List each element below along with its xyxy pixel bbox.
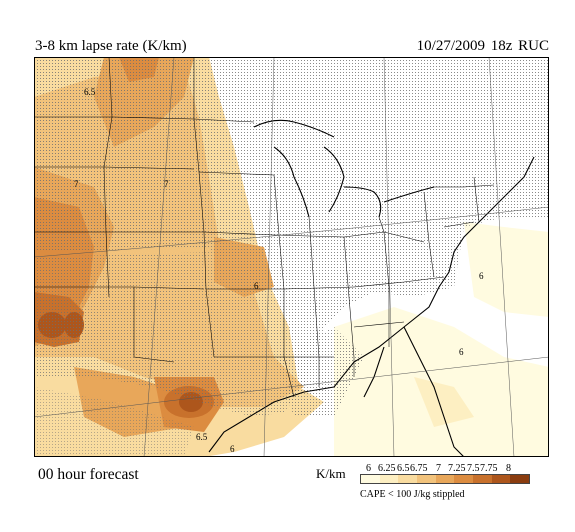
legend-tick-label: 6.25	[378, 463, 396, 474]
chart-title: 3-8 km lapse rate (K/km)	[35, 38, 187, 54]
forecast-hour: 00 hour forecast	[38, 466, 139, 483]
legend-swatch	[491, 475, 511, 483]
contour-label: 6	[254, 281, 259, 291]
stipple-note: CAPE < 100 J/kg stippled	[360, 489, 465, 500]
legend-ticks: 6 6.25 6.5 6.75 7 7.25 7.5 7.75 8	[360, 463, 530, 475]
contour-label: 6	[479, 271, 484, 281]
contour-label: 6	[459, 347, 464, 357]
legend-swatch	[435, 475, 455, 483]
contour-label: 7	[164, 179, 169, 189]
legend-swatch	[510, 475, 530, 483]
legend-tick-label: 8	[506, 463, 511, 474]
legend-swatch	[417, 475, 436, 483]
contour-label: 6.5	[84, 87, 96, 97]
legend-swatch	[379, 475, 399, 483]
legend-units: K/km	[316, 466, 346, 481]
legend-swatch	[398, 475, 418, 483]
lapse-rate-map: 6.5 7 7 6 6 6 6.5 6	[34, 57, 549, 457]
legend-swatch	[473, 475, 492, 483]
map-frame	[34, 57, 549, 457]
contour-label: 6	[230, 444, 235, 454]
state-borders	[34, 57, 495, 398]
legend-tick-label: 7	[436, 463, 441, 474]
legend-tick-label: 7.75	[480, 463, 498, 474]
legend-tick-label: 6.75	[410, 463, 428, 474]
legend-tick-label: 6	[366, 463, 371, 474]
legend-colorbar	[360, 474, 530, 484]
contour-label: 7	[74, 179, 79, 189]
legend-tick-label: 6.5	[397, 463, 410, 474]
legend-tick-label: 7.5	[467, 463, 480, 474]
legend-swatch	[361, 475, 380, 483]
low-cape-stipple	[34, 57, 549, 457]
contour-label: 6.5	[196, 432, 208, 442]
valid-time: 10/27/2009 18z RUC	[416, 38, 549, 54]
legend-swatch	[454, 475, 474, 483]
legend-tick-label: 7.25	[448, 463, 466, 474]
coastline	[208, 119, 535, 457]
